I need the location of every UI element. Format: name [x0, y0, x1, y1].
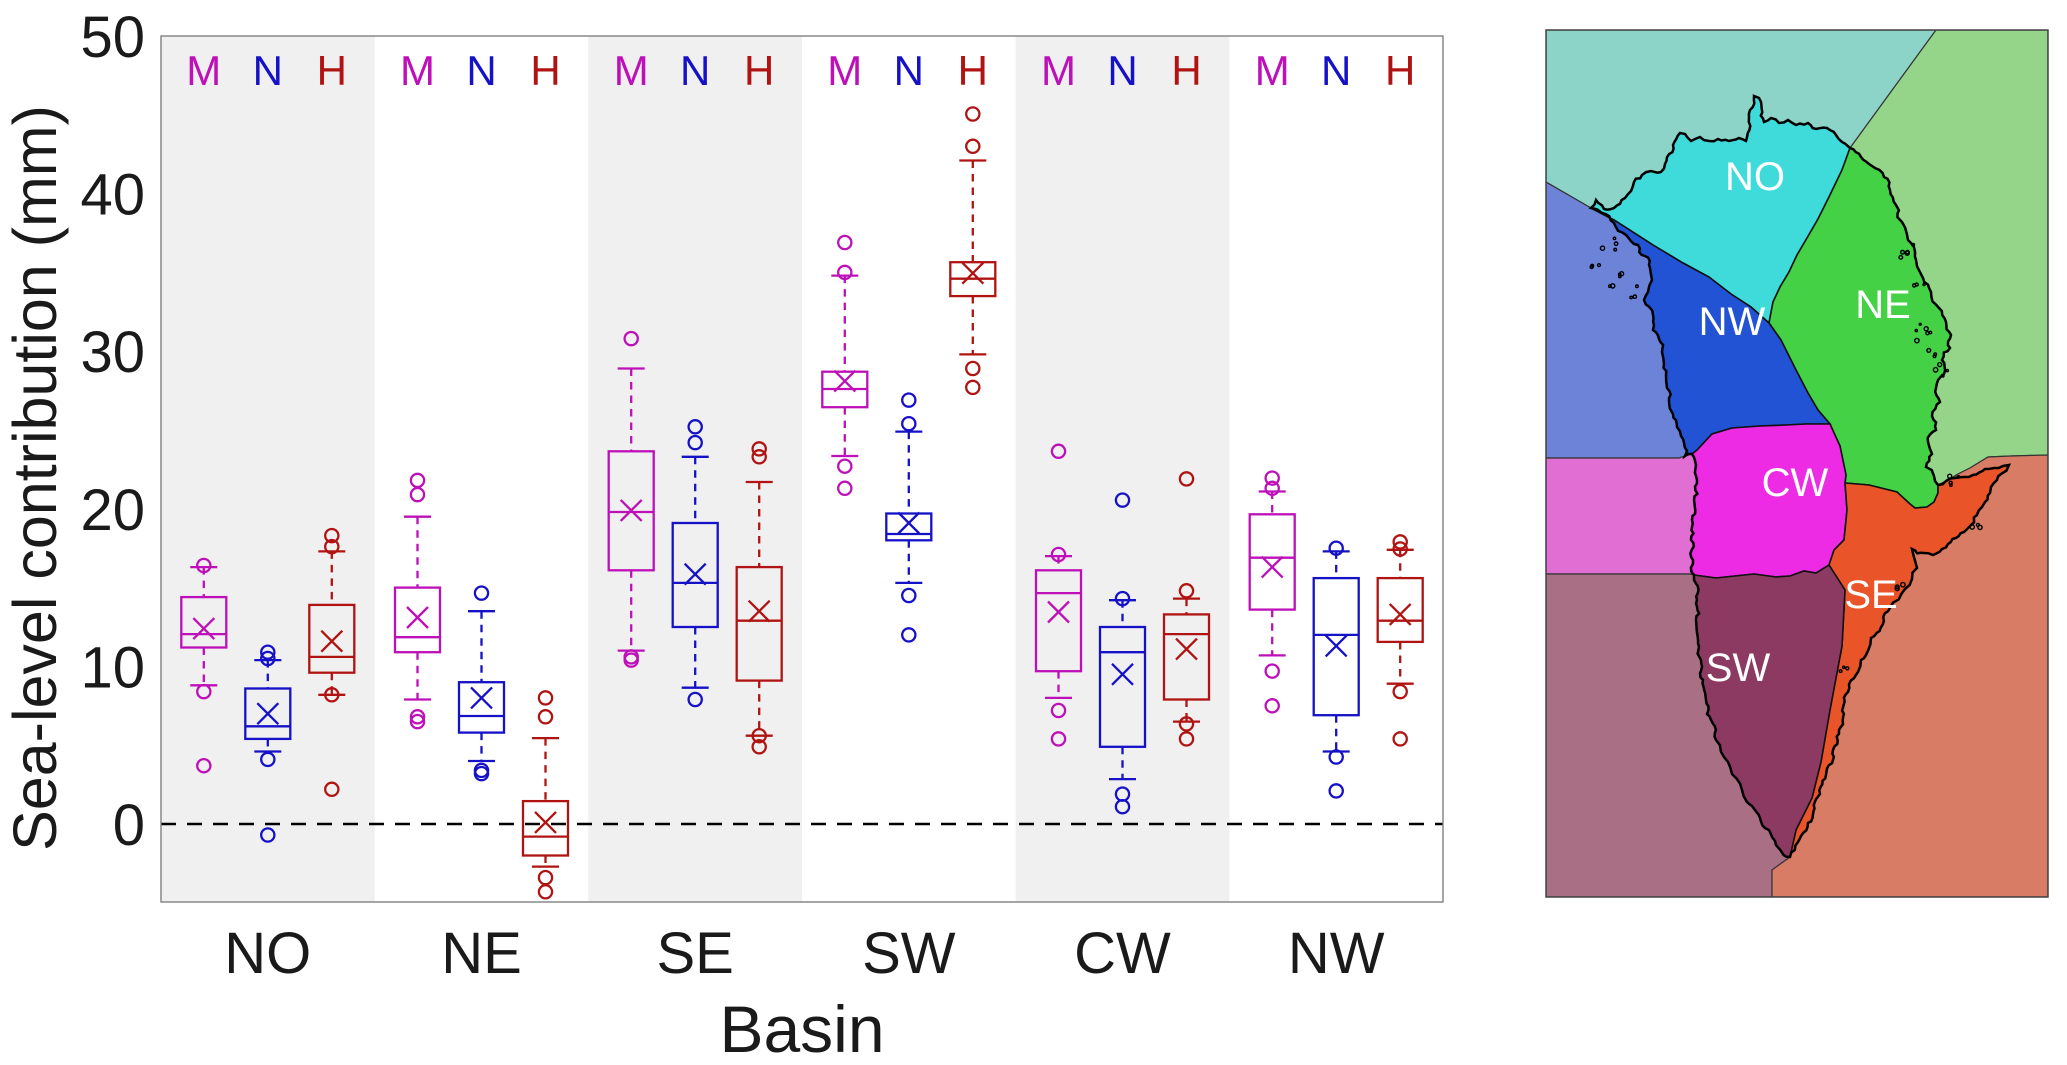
svg-text:N: N [894, 47, 924, 94]
svg-text:NE: NE [441, 921, 522, 986]
svg-text:CW: CW [1762, 461, 1829, 505]
svg-text:N: N [253, 47, 283, 94]
svg-text:NW: NW [1699, 300, 1766, 344]
svg-text:Basin: Basin [719, 992, 884, 1065]
svg-text:N: N [680, 47, 710, 94]
svg-text:M: M [1255, 47, 1290, 94]
svg-text:SW: SW [862, 921, 956, 986]
svg-text:0: 0 [113, 793, 145, 858]
svg-text:M: M [1041, 47, 1076, 94]
svg-text:M: M [614, 47, 649, 94]
svg-text:30: 30 [80, 320, 145, 385]
svg-text:H: H [530, 47, 560, 94]
svg-text:M: M [400, 47, 435, 94]
svg-text:SE: SE [1844, 573, 1897, 617]
svg-text:M: M [827, 47, 862, 94]
svg-text:H: H [317, 47, 347, 94]
svg-text:NW: NW [1288, 921, 1385, 986]
svg-text:H: H [744, 47, 774, 94]
svg-text:NO: NO [224, 921, 311, 986]
svg-text:NE: NE [1855, 283, 1911, 327]
svg-text:20: 20 [80, 478, 145, 543]
svg-text:N: N [1107, 47, 1137, 94]
svg-text:H: H [1171, 47, 1201, 94]
svg-text:CW: CW [1074, 921, 1171, 986]
svg-text:NO: NO [1725, 155, 1785, 199]
svg-text:50: 50 [80, 5, 145, 70]
svg-text:M: M [186, 47, 221, 94]
svg-text:H: H [1385, 47, 1415, 94]
svg-text:N: N [466, 47, 496, 94]
svg-text:40: 40 [80, 163, 145, 228]
svg-text:10: 10 [80, 635, 145, 700]
svg-text:SE: SE [657, 921, 734, 986]
svg-text:H: H [958, 47, 988, 94]
svg-text:SW: SW [1706, 646, 1771, 690]
svg-text:Sea-level contribution (mm): Sea-level contribution (mm) [1, 105, 69, 851]
svg-text:N: N [1321, 47, 1351, 94]
